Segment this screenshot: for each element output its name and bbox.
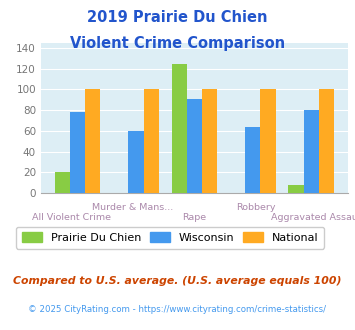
Bar [187, 99, 202, 193]
Bar [85, 89, 100, 193]
Bar [304, 110, 319, 193]
Bar [260, 89, 275, 193]
Text: Rape: Rape [182, 213, 206, 222]
Bar [143, 89, 159, 193]
Bar [319, 89, 334, 193]
Bar [70, 112, 85, 193]
Text: Robbery: Robbery [236, 203, 275, 212]
Text: Aggravated Assault: Aggravated Assault [271, 213, 355, 222]
Bar [129, 131, 143, 193]
Text: © 2025 CityRating.com - https://www.cityrating.com/crime-statistics/: © 2025 CityRating.com - https://www.city… [28, 305, 327, 314]
Bar [202, 89, 217, 193]
Text: Murder & Mans...: Murder & Mans... [92, 203, 174, 212]
Bar [55, 172, 70, 193]
Text: Compared to U.S. average. (U.S. average equals 100): Compared to U.S. average. (U.S. average … [13, 276, 342, 285]
Bar [288, 185, 304, 193]
Bar [245, 127, 260, 193]
Text: Violent Crime Comparison: Violent Crime Comparison [70, 36, 285, 51]
Text: 2019 Prairie Du Chien: 2019 Prairie Du Chien [87, 10, 268, 25]
Legend: Prairie Du Chien, Wisconsin, National: Prairie Du Chien, Wisconsin, National [16, 227, 324, 248]
Text: All Violent Crime: All Violent Crime [32, 213, 111, 222]
Bar [171, 64, 187, 193]
